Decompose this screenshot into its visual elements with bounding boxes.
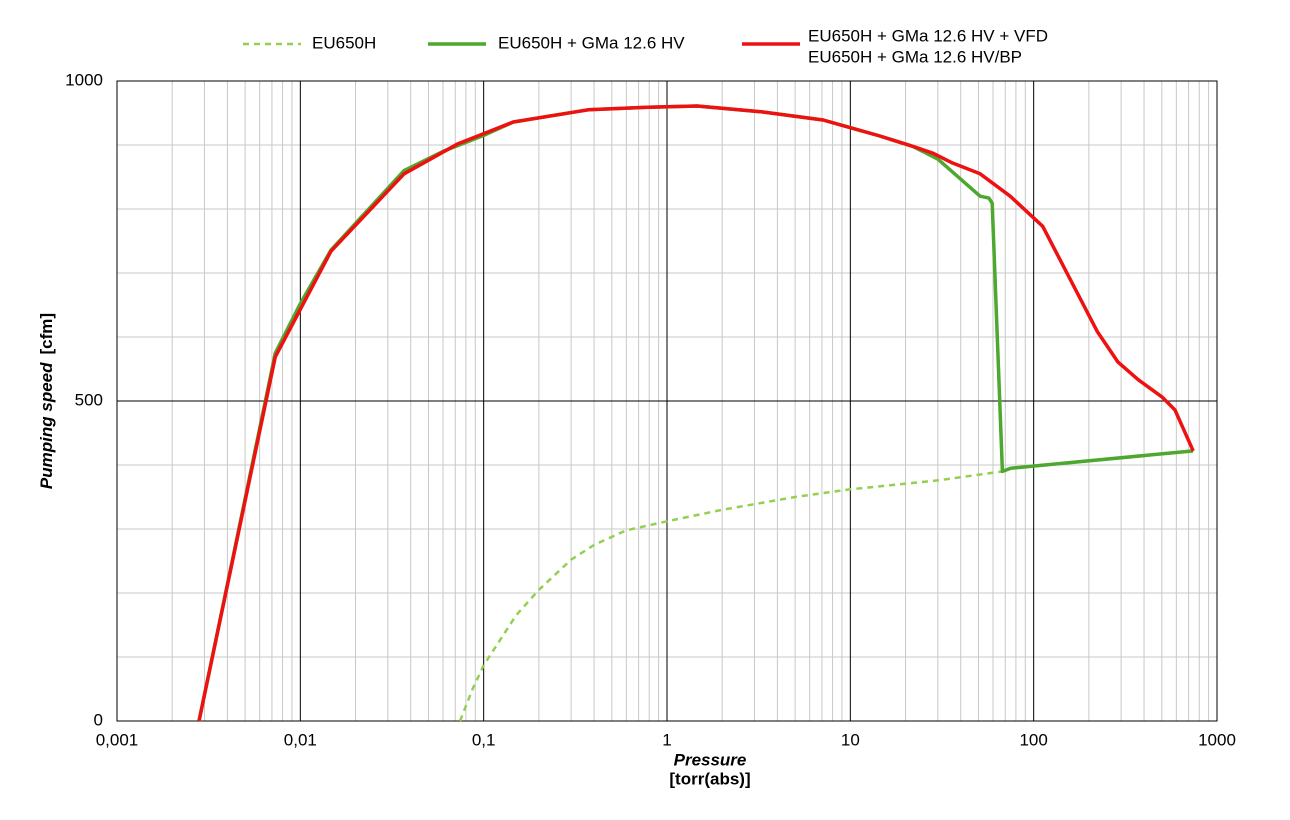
x-tick-label: 100 (1019, 730, 1047, 749)
x-axis-unit: [torr(abs)] (669, 769, 750, 788)
legend-label: EU650H (312, 33, 376, 52)
x-tick-label: 1000 (1198, 730, 1236, 749)
series-line (458, 470, 1003, 722)
plot-frame (116, 80, 1218, 722)
series-line (197, 104, 1195, 722)
x-tick-label: 0,1 (472, 730, 496, 749)
y-axis-label-main: Pumping speed (37, 362, 56, 489)
y-tick-label: 500 (75, 390, 103, 409)
y-axis-label: Pumping speed [cfm] (37, 313, 56, 489)
y-axis-unit: [cfm] (37, 313, 56, 355)
x-tick-label: 10 (841, 730, 860, 749)
legend-label: EU650H + GMa 12.6 HV (498, 33, 685, 52)
series-line (197, 104, 1194, 722)
x-tick-label: 0,01 (284, 730, 317, 749)
x-axis-label: Pressure (674, 750, 747, 769)
y-tick-label: 1000 (65, 70, 103, 89)
x-tick-label: 0,001 (96, 730, 139, 749)
legend-label: EU650H + GMa 12.6 HV + VFD (808, 26, 1048, 45)
y-tick-label: 0 (94, 710, 103, 729)
legend-label: EU650H + GMa 12.6 HV/BP (808, 47, 1022, 66)
x-tick-label: 1 (662, 730, 671, 749)
